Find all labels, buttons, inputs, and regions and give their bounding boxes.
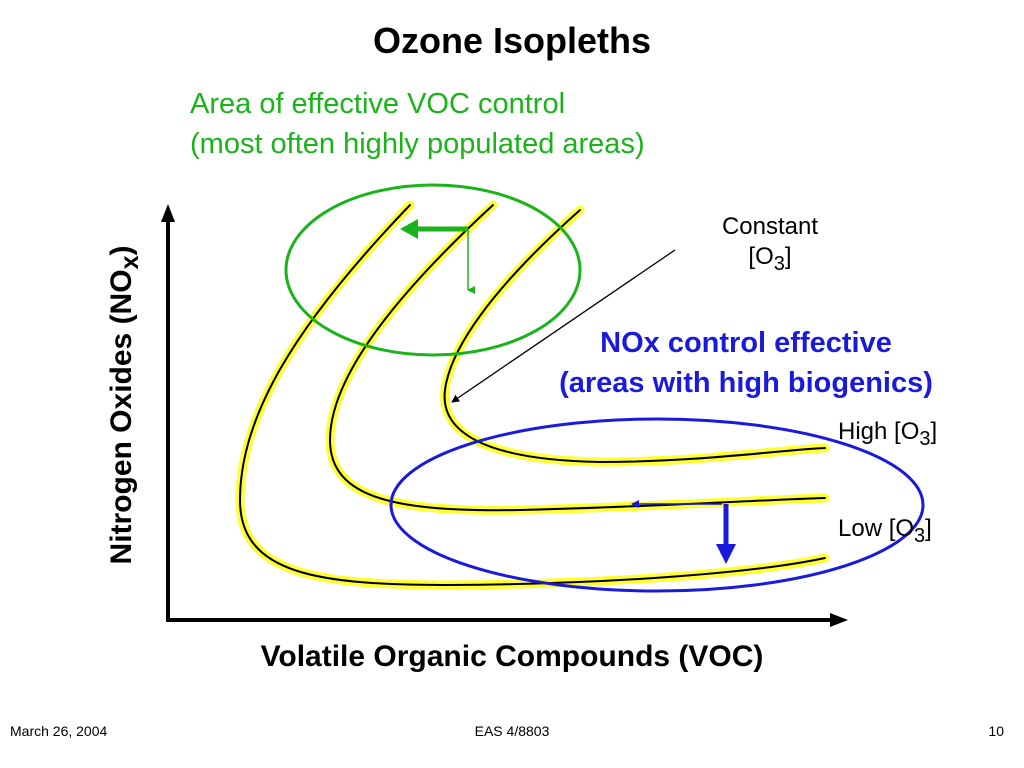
- constant-label-line2: [O3]: [700, 242, 840, 279]
- y-axis-label-sub: x: [116, 255, 144, 270]
- isopleth-curves: [235, 200, 830, 590]
- voc-reduction-arrowhead: [400, 219, 418, 239]
- low-o3-label: Low [O3]: [838, 515, 932, 548]
- y-axis-label-suffix: ): [105, 245, 138, 256]
- high-label-suffix: ]: [930, 418, 938, 445]
- constant-o3-label: Constant [O3]: [700, 212, 840, 279]
- high-label-sub: 3: [919, 427, 931, 450]
- high-label-prefix: High [O: [838, 418, 920, 445]
- nox-reduction-arrowhead: [716, 544, 736, 564]
- isopleth-low: [235, 200, 830, 590]
- nox-control-region: [389, 417, 925, 593]
- y-axis-label-prefix: Nitrogen Oxides (NO: [105, 269, 138, 565]
- footer-course: EAS 4/8803: [474, 723, 550, 739]
- y-axis-label: Nitrogen Oxides (NOx): [105, 246, 145, 565]
- voc-control-region: [284, 183, 582, 357]
- constant-o3-pointer: [451, 249, 676, 403]
- y-axis-arrowhead: [161, 204, 175, 222]
- constant-label-sub: 3: [773, 252, 785, 275]
- low-label-suffix: ]: [925, 515, 932, 542]
- voc-note-line1: Area of effective VOC control: [190, 88, 566, 120]
- nox-note-line2: (areas with high biogenics): [559, 367, 933, 399]
- constant-label-line1: Constant: [721, 213, 819, 240]
- slide-title: Ozone Isopleths: [372, 20, 652, 61]
- voc-note-line2: (most often highly populated areas): [190, 128, 645, 160]
- low-label-prefix: Low [O: [838, 515, 915, 542]
- constant-label-suffix: ]: [784, 243, 792, 270]
- footer-page-number: 10: [988, 723, 1004, 739]
- high-o3-label: High [O3]: [838, 418, 937, 451]
- x-axis-label: Volatile Organic Compounds (VOC): [260, 640, 764, 673]
- nox-note-line1: NOx control effective: [600, 327, 892, 359]
- footer-date: March 26, 2004: [10, 723, 108, 739]
- isopleth-high: [440, 205, 830, 467]
- x-axis-arrowhead: [830, 613, 848, 627]
- constant-label-prefix: [O: [748, 243, 774, 270]
- low-label-sub: 3: [914, 524, 926, 547]
